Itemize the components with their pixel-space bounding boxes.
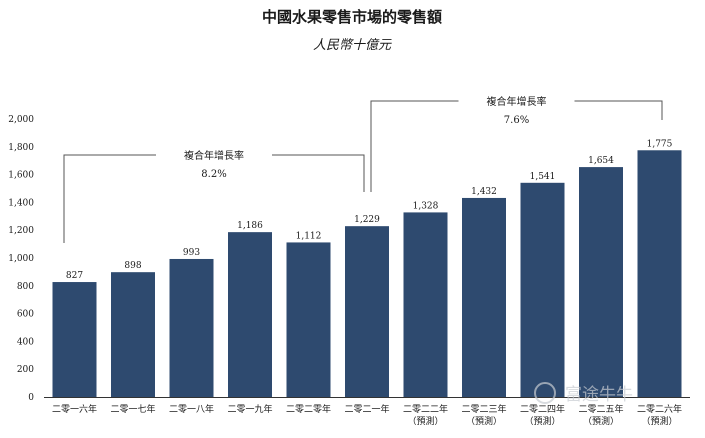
x-tick-label: 二零二二年: [403, 403, 448, 415]
bar: [579, 167, 623, 397]
y-tick-label: 0: [28, 393, 34, 403]
y-tick-label: 800: [17, 282, 34, 292]
watermark: 富途牛牛: [534, 382, 633, 405]
x-tick-label: 二零一九年: [227, 403, 272, 415]
bar: [637, 150, 682, 397]
data-label: 1,541: [530, 172, 556, 182]
x-tick-label: 二零一八年: [169, 403, 214, 415]
bar: [462, 197, 506, 397]
x-tick-label: 二零二四年: [520, 403, 565, 415]
cagr-label: 複合年增長率: [487, 95, 547, 108]
x-tick-label: 二零一七年: [110, 403, 155, 415]
cagr-label: 複合年增長率: [184, 149, 244, 162]
data-label: 1,432: [471, 187, 497, 197]
bar: [52, 282, 97, 397]
cagr-value: 8.2%: [201, 169, 226, 180]
value-labels: 827 898 993 1,186 1,112 1,229 1,328 1,432 1,541 1…: [66, 139, 673, 281]
x-tick-label: （預測）: [407, 415, 443, 427]
y-tick-label: 1,800: [8, 143, 34, 153]
data-label: 993: [183, 248, 200, 258]
data-label: 827: [66, 271, 83, 281]
y-tick-label: 1,200: [8, 226, 34, 236]
data-label: 1,186: [237, 221, 263, 231]
chart-subtitle: 人民幣十億元: [313, 38, 392, 53]
cagr-bracket: [574, 100, 663, 120]
data-label: 1,775: [647, 139, 673, 149]
x-tick-label: （預測）: [583, 415, 619, 427]
cagr-bracket: [272, 154, 365, 192]
y-tick-label: 1,000: [8, 254, 34, 264]
data-label: 1,328: [413, 201, 439, 211]
y-tick-label: 200: [17, 365, 34, 375]
data-label: 898: [124, 261, 141, 271]
y-tick-label: 2,000: [8, 115, 34, 125]
cagr-annotations: 複合年增長率 8.2% 複合年增長率 7.6%: [63, 95, 663, 243]
chart-title: 中國水果零售市場的零售額: [262, 8, 442, 26]
x-tick-label: 二零二六年: [637, 403, 682, 415]
data-label: 1,654: [588, 156, 614, 166]
x-tick-label: （預測）: [466, 415, 502, 427]
y-tick-label: 1,400: [8, 198, 34, 208]
y-tick-label: 600: [17, 310, 34, 320]
bar: [228, 232, 272, 397]
bars: [52, 150, 682, 397]
x-axis: 二零一六年 二零一七年 二零一八年 二零一九年 二零二零年 二零二一年 二零二二年（預測）二…: [52, 403, 682, 427]
y-axis: 0 200 400 600 800 1,000 1,200 1,400 1,600 1,800 2,…: [8, 115, 34, 403]
x-tick-label: （預測）: [641, 415, 677, 427]
bar: [345, 226, 389, 397]
x-tick-label: （預測）: [524, 415, 560, 427]
watermark-text: 富途牛牛: [565, 385, 633, 405]
data-label: 1,229: [354, 215, 380, 225]
watermark-logo-icon: [534, 382, 556, 404]
x-tick-label: 二零二三年: [461, 403, 506, 415]
x-tick-label: 二零二五年: [578, 403, 623, 415]
y-tick-label: 1,600: [8, 171, 34, 181]
bar: [111, 272, 155, 397]
y-tick-label: 400: [17, 337, 34, 347]
cagr-bracket: [370, 100, 459, 192]
bar: [169, 258, 214, 397]
cagr-bracket: [63, 154, 156, 243]
bar: [403, 212, 448, 397]
x-tick-label: 二零一六年: [52, 403, 97, 415]
data-label: 1,112: [296, 231, 322, 241]
x-tick-label: 二零二零年: [286, 403, 331, 415]
bar: [286, 242, 331, 397]
bar: [520, 182, 565, 397]
cagr-value: 7.6%: [504, 115, 529, 126]
x-tick-label: 二零二一年: [344, 403, 389, 415]
